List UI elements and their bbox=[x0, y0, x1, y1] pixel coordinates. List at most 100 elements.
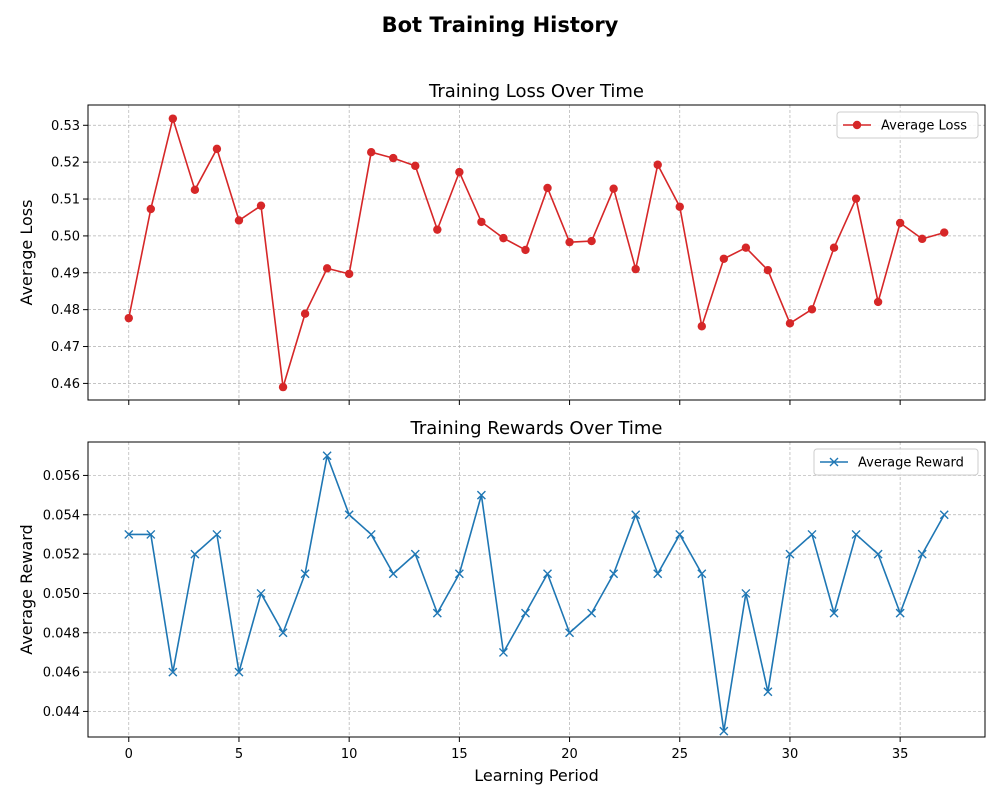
x-axis-label: Learning Period bbox=[474, 766, 598, 785]
figure-title: Bot Training History bbox=[382, 13, 619, 37]
data-point bbox=[168, 114, 178, 123]
data-point bbox=[124, 529, 134, 539]
x-tick-label: 30 bbox=[782, 747, 799, 762]
data-point bbox=[278, 628, 288, 638]
y-tick-label: 0.46 bbox=[51, 377, 80, 392]
plot-frame bbox=[87, 104, 986, 401]
y-tick-label: 0.054 bbox=[43, 508, 80, 523]
data-point bbox=[212, 144, 222, 154]
data-point bbox=[322, 451, 332, 461]
y-tick-label: 0.47 bbox=[51, 340, 80, 355]
data-point bbox=[499, 233, 508, 243]
data-point bbox=[675, 202, 684, 211]
data-point bbox=[300, 569, 310, 579]
data-point bbox=[344, 510, 354, 520]
y-tick-label: 0.52 bbox=[51, 156, 80, 171]
y-tick-label: 0.49 bbox=[51, 266, 80, 281]
data-point bbox=[498, 647, 508, 657]
data-point bbox=[785, 549, 795, 559]
data-point bbox=[653, 569, 663, 579]
data-point bbox=[719, 254, 729, 263]
y-tick-label: 0.51 bbox=[51, 193, 80, 208]
data-point bbox=[190, 549, 200, 559]
x-tick-label: 10 bbox=[341, 747, 358, 762]
data-point bbox=[520, 608, 530, 618]
data-point bbox=[411, 161, 420, 171]
data-point bbox=[609, 184, 618, 193]
data-point bbox=[521, 245, 530, 255]
data-point bbox=[388, 569, 398, 579]
y-tick-label: 0.50 bbox=[51, 229, 80, 244]
y-tick-label: 0.050 bbox=[43, 587, 80, 602]
series-line bbox=[127, 117, 945, 388]
legend-marker bbox=[852, 120, 862, 130]
x-tick-label: 5 bbox=[235, 747, 243, 762]
plot-frame bbox=[87, 441, 986, 738]
legend-marker bbox=[829, 457, 839, 467]
data-point bbox=[565, 628, 575, 638]
legend-label: Average Reward bbox=[858, 456, 964, 471]
data-point bbox=[565, 237, 574, 247]
data-point bbox=[895, 608, 905, 618]
y-tick-label: 0.048 bbox=[43, 626, 80, 641]
data-point bbox=[389, 153, 398, 163]
data-point bbox=[917, 549, 927, 559]
data-point bbox=[234, 216, 244, 225]
legend: Average Loss bbox=[836, 111, 979, 139]
data-point bbox=[697, 322, 706, 331]
data-point bbox=[719, 726, 729, 736]
data-point bbox=[763, 687, 773, 697]
data-point bbox=[741, 588, 751, 598]
data-point bbox=[807, 305, 817, 314]
y-tick-label: 0.53 bbox=[51, 119, 80, 134]
x-tick-label: 35 bbox=[892, 747, 909, 762]
data-point bbox=[939, 510, 949, 520]
panel-title: Training Loss Over Time bbox=[428, 81, 644, 102]
data-point bbox=[587, 608, 597, 618]
y-tick-label: 0.044 bbox=[43, 705, 80, 720]
series-line bbox=[128, 454, 945, 732]
y-tick-label: 0.056 bbox=[43, 469, 80, 484]
data-point bbox=[455, 167, 464, 177]
data-point bbox=[432, 608, 442, 618]
data-point bbox=[543, 569, 553, 579]
panel-title: Training Rewards Over Time bbox=[410, 418, 663, 439]
data-point bbox=[940, 228, 949, 237]
legend-label: Average Loss bbox=[881, 119, 967, 134]
data-point bbox=[454, 569, 464, 579]
y-axis-label: Average Loss bbox=[17, 200, 36, 306]
y-tick-label: 0.046 bbox=[43, 666, 80, 681]
legend-box bbox=[836, 111, 979, 139]
data-point bbox=[675, 529, 685, 539]
legend-box bbox=[813, 448, 979, 476]
data-point bbox=[873, 297, 883, 307]
data-point bbox=[829, 243, 839, 252]
data-point bbox=[168, 667, 178, 677]
data-point bbox=[256, 588, 266, 598]
data-point bbox=[146, 529, 156, 539]
data-point bbox=[895, 218, 905, 228]
legend: Average Reward bbox=[813, 448, 979, 476]
data-point bbox=[477, 217, 486, 227]
data-point bbox=[344, 269, 354, 279]
data-point bbox=[763, 266, 773, 275]
data-point bbox=[587, 236, 596, 246]
y-tick-label: 0.48 bbox=[51, 303, 80, 318]
data-point bbox=[476, 490, 486, 500]
chart-panel-2: 0 5 10 15 20 25 30 35 0.044 0.046 0.048 0.050 0.052 0… bbox=[17, 418, 986, 785]
data-point bbox=[697, 569, 707, 579]
data-point bbox=[300, 309, 310, 318]
data-point bbox=[851, 194, 861, 203]
x-tick-label: 20 bbox=[561, 747, 578, 762]
data-point bbox=[366, 529, 376, 539]
data-point bbox=[367, 148, 376, 157]
data-point bbox=[190, 185, 200, 195]
data-point bbox=[631, 510, 641, 520]
y-axis-label: Average Reward bbox=[17, 524, 36, 654]
data-point bbox=[543, 183, 552, 193]
data-point bbox=[653, 160, 662, 169]
data-point bbox=[278, 382, 288, 392]
data-point bbox=[785, 319, 795, 328]
